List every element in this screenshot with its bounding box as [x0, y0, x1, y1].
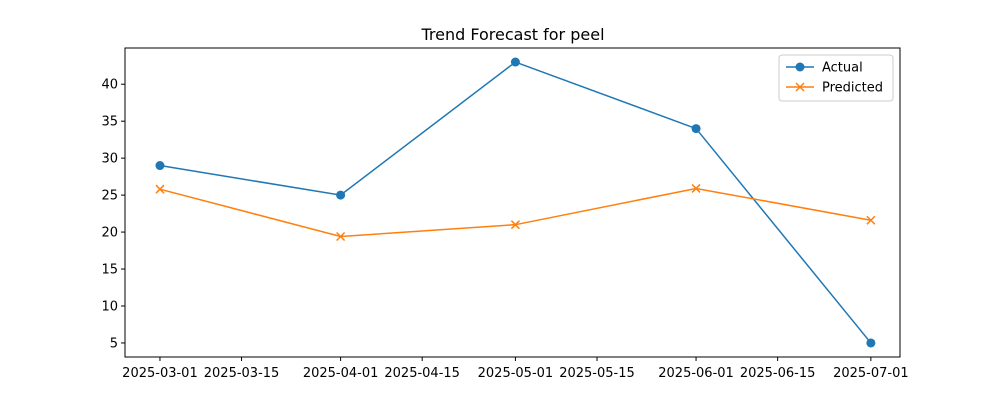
actual-point-2 — [510, 57, 520, 67]
actual-point-0 — [155, 161, 165, 171]
x-tick-label-1: 2025-03-15 — [204, 366, 280, 381]
x-tick-label-6: 2025-06-01 — [658, 366, 734, 381]
predicted-point-1 — [336, 231, 346, 242]
legend-label-actual: Actual — [822, 61, 863, 76]
actual-point-4 — [866, 338, 876, 348]
actual-point-1 — [336, 190, 346, 200]
y-tick-label-4: 25 — [101, 189, 118, 204]
predicted-point-3 — [691, 183, 701, 193]
chart-title: Trend Forecast for peel — [420, 25, 604, 44]
x-tick-label-2: 2025-04-01 — [303, 366, 379, 381]
legend-marker-predicted — [795, 82, 805, 92]
legend-label-predicted: Predicted — [822, 81, 883, 96]
y-tick-label-5: 30 — [101, 152, 118, 167]
series-line-actual — [159, 61, 872, 344]
x-tick-label-3: 2025-04-15 — [384, 366, 460, 381]
predicted-point-2 — [510, 220, 520, 230]
y-tick-label-2: 15 — [101, 263, 118, 278]
x-tick-label-5: 2025-05-15 — [559, 366, 635, 381]
x-tick-label-7: 2025-06-15 — [740, 366, 816, 381]
actual-point-3 — [691, 124, 701, 134]
y-tick-label-1: 10 — [101, 299, 118, 314]
predicted-point-4 — [866, 215, 876, 225]
legend-marker-actual — [795, 62, 805, 72]
y-tick-label-6: 35 — [101, 115, 118, 130]
predicted-point-0 — [155, 184, 165, 194]
axes-frame — [124, 47, 901, 358]
y-tick-label-3: 20 — [101, 226, 118, 241]
x-tick-label-4: 2025-05-01 — [478, 366, 554, 381]
x-tick-label-8: 2025-07-01 — [833, 366, 909, 381]
y-tick-label-0: 5 — [110, 336, 118, 351]
x-tick-label-0: 2025-03-01 — [122, 366, 198, 381]
plot-area: 2025-03-01 2025-03-15 2025-04-01 2025-04-15… — [101, 47, 909, 381]
y-tick-label-7: 40 — [101, 78, 118, 93]
